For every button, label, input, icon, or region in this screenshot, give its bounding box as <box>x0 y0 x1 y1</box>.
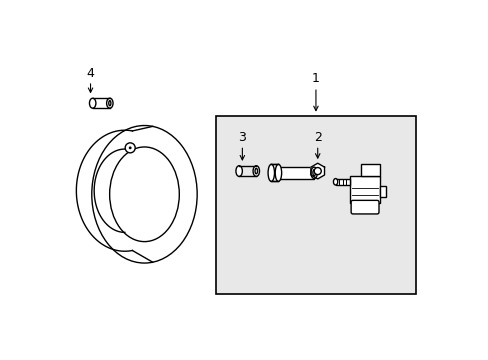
Circle shape <box>125 143 135 153</box>
Ellipse shape <box>106 98 113 108</box>
Bar <box>380 186 385 197</box>
Ellipse shape <box>253 166 259 176</box>
Ellipse shape <box>89 98 96 108</box>
Circle shape <box>128 147 131 149</box>
Circle shape <box>314 167 321 175</box>
Polygon shape <box>310 163 324 179</box>
Bar <box>278 167 313 179</box>
Ellipse shape <box>267 164 274 181</box>
Ellipse shape <box>333 179 337 185</box>
Ellipse shape <box>312 170 315 176</box>
FancyBboxPatch shape <box>350 201 378 214</box>
Text: 3: 3 <box>238 131 246 144</box>
Ellipse shape <box>310 167 317 179</box>
Bar <box>335 179 349 185</box>
Bar <box>216 116 415 294</box>
FancyBboxPatch shape <box>349 176 380 203</box>
Text: 2: 2 <box>313 131 321 144</box>
Bar <box>271 164 278 181</box>
Ellipse shape <box>235 166 242 176</box>
Ellipse shape <box>275 164 281 181</box>
Ellipse shape <box>255 168 257 174</box>
Text: 1: 1 <box>311 72 319 85</box>
Bar <box>360 165 380 176</box>
Ellipse shape <box>108 101 111 106</box>
Text: 4: 4 <box>86 67 94 80</box>
